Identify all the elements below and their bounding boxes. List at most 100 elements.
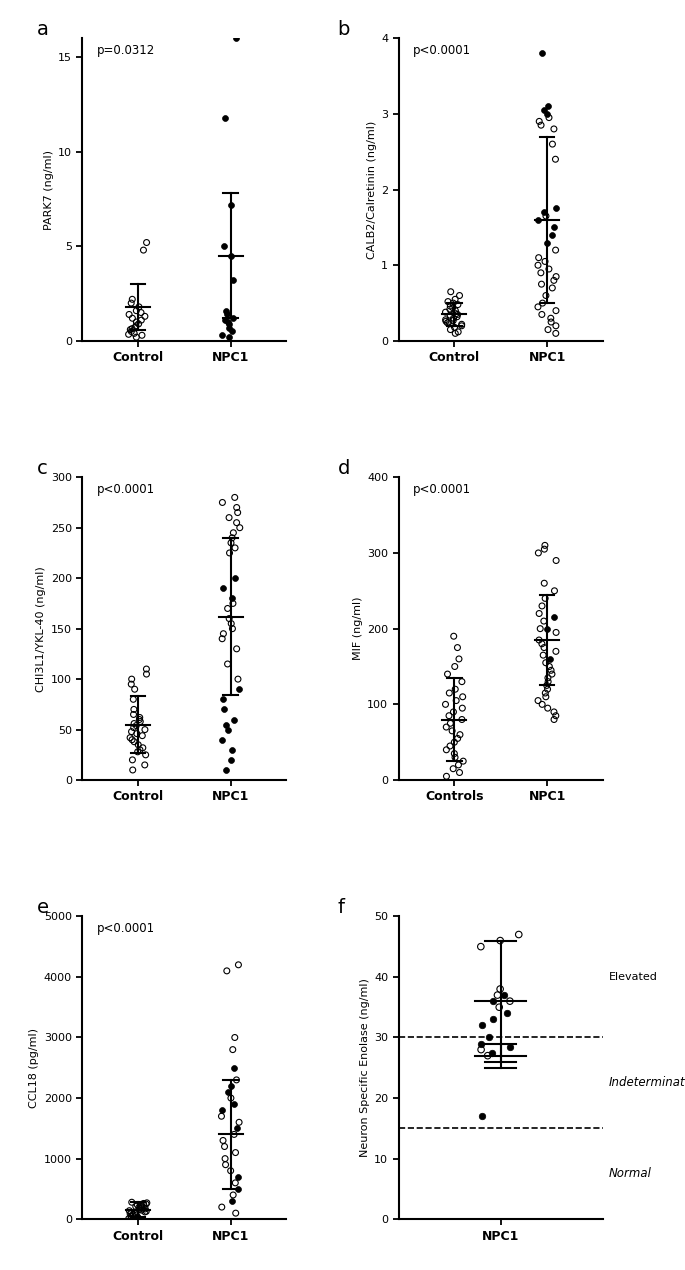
Point <box>545 649 556 669</box>
Point <box>217 690 228 710</box>
Point <box>226 321 237 342</box>
Point <box>477 1015 488 1035</box>
Point <box>132 1208 143 1228</box>
Point <box>482 1045 493 1066</box>
Point <box>486 1043 497 1063</box>
Point <box>495 979 506 999</box>
Point <box>127 290 138 310</box>
Point <box>123 1209 134 1229</box>
Point <box>232 669 243 690</box>
Point <box>448 626 459 646</box>
Point <box>223 508 234 528</box>
Point <box>445 282 456 302</box>
Point <box>551 622 562 643</box>
Point <box>453 321 464 342</box>
Point <box>131 326 142 347</box>
Point <box>129 714 140 734</box>
Text: p<0.0001: p<0.0001 <box>413 44 471 57</box>
Point <box>132 1195 142 1215</box>
Point <box>216 1106 227 1126</box>
Point <box>457 687 468 707</box>
Point <box>231 513 242 533</box>
Point <box>456 314 467 334</box>
Point <box>546 312 557 333</box>
Point <box>128 690 139 710</box>
Point <box>127 309 138 329</box>
Point <box>225 1161 236 1181</box>
Point <box>483 1027 494 1048</box>
Text: d: d <box>338 458 350 478</box>
Text: c: c <box>37 458 48 478</box>
Point <box>544 657 555 677</box>
Point <box>448 310 459 330</box>
Point <box>447 720 458 740</box>
Text: p<0.0001: p<0.0001 <box>413 484 471 497</box>
Point <box>449 318 460 338</box>
Point <box>130 316 141 337</box>
Point <box>127 1205 138 1226</box>
Point <box>137 738 148 758</box>
Point <box>219 700 230 720</box>
Point <box>132 742 143 762</box>
Point <box>458 751 469 771</box>
Point <box>449 290 460 310</box>
Point <box>220 715 231 735</box>
Point <box>450 323 461 343</box>
Text: Elevated: Elevated <box>609 972 658 982</box>
Point <box>540 687 551 707</box>
Point <box>533 248 544 268</box>
Point <box>444 683 455 704</box>
Y-axis label: CHI3L1/YKL-40 (ng/ml): CHI3L1/YKL-40 (ng/ml) <box>36 565 47 692</box>
Text: p=0.0312: p=0.0312 <box>97 44 155 57</box>
Point <box>229 1172 240 1193</box>
Point <box>549 217 560 237</box>
Point <box>539 573 550 593</box>
Point <box>538 611 549 631</box>
Point <box>131 1205 142 1226</box>
Point <box>135 711 146 732</box>
Point <box>225 1088 236 1109</box>
Point <box>229 568 240 588</box>
Point <box>543 698 553 719</box>
Point <box>141 232 152 253</box>
Point <box>131 715 142 735</box>
Point <box>127 759 138 780</box>
Point <box>231 1069 242 1090</box>
Point <box>140 306 151 326</box>
Point <box>494 997 505 1017</box>
Point <box>551 641 562 662</box>
Point <box>138 1194 149 1214</box>
Point <box>534 603 545 624</box>
Point <box>543 259 554 279</box>
Point <box>540 653 551 673</box>
Point <box>229 710 240 730</box>
Point <box>456 316 467 337</box>
Point <box>532 255 543 276</box>
Point <box>543 668 553 688</box>
Point <box>543 108 554 128</box>
Point <box>126 321 137 342</box>
Point <box>540 683 551 704</box>
Point <box>234 1113 245 1133</box>
Point <box>475 936 486 956</box>
Point <box>227 271 238 291</box>
Point <box>443 291 453 311</box>
Y-axis label: CALB2/Calretinin (ng/ml): CALB2/Calretinin (ng/ml) <box>367 121 377 259</box>
Point <box>224 326 235 347</box>
Point <box>217 578 228 598</box>
Point <box>445 296 456 316</box>
Point <box>221 960 232 980</box>
Point <box>228 1058 239 1078</box>
Point <box>140 744 151 765</box>
Point <box>227 618 238 639</box>
Point <box>216 1100 227 1120</box>
Point <box>129 1203 140 1223</box>
Point <box>230 28 241 48</box>
Point <box>227 1185 238 1205</box>
Point <box>539 535 550 555</box>
Point <box>141 664 152 685</box>
Point <box>126 1193 137 1213</box>
Point <box>549 702 560 723</box>
Point <box>134 297 145 318</box>
Point <box>445 305 456 325</box>
